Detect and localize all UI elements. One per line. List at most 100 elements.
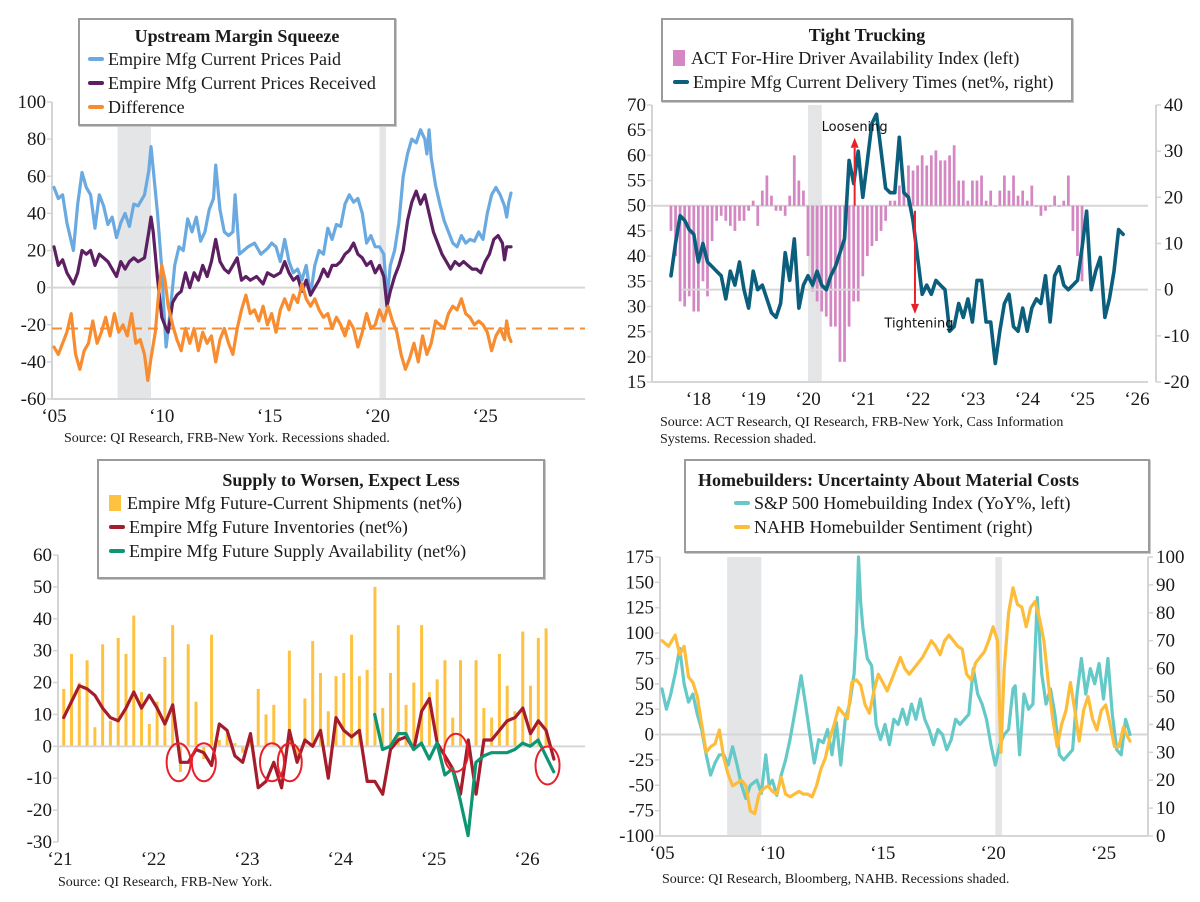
supply-chart-svg: 60 50 40 30 20 10 0 -10 -20 -30‘21 ‘22 ‘23 ‘24 ‘25 ‘26… — [27, 545, 585, 890]
legend-item-prices-paid: Empire Mfg Current Prices Paid — [88, 47, 386, 71]
shipments-bar — [459, 660, 463, 747]
driver-availability-bar — [884, 205, 888, 221]
driver-availability-bar — [715, 205, 719, 221]
driver-availability-bar — [897, 185, 901, 206]
driver-availability-bar — [907, 165, 910, 206]
driver-availability-bar — [966, 200, 970, 206]
trucking-right-y-tick-label: 40 — [1164, 95, 1183, 116]
supply-y-tick-label: -30 — [27, 832, 52, 853]
shipments-bar — [287, 650, 291, 747]
driver-availability-bar — [865, 205, 869, 257]
shipments-bar — [373, 586, 377, 747]
driver-availability-bar — [678, 205, 682, 302]
driver-availability-bar — [1025, 200, 1029, 206]
homebuilders-left-y-tick-label: 75 — [635, 648, 654, 669]
driver-availability-bar — [870, 205, 874, 247]
source-note-line-2: Systems. Recession shaded. — [660, 432, 816, 447]
shipments-bar — [194, 701, 198, 747]
x-tick-label: ‘21 — [47, 849, 72, 870]
x-tick-label: ‘19 — [741, 389, 766, 410]
legend-item-prices-received: Empire Mfg Current Prices Received — [88, 71, 386, 95]
legend-item-supply-availability: Empire Mfg Future Supply Availability (n… — [109, 539, 533, 563]
trucking-left-y-tick-label: 70 — [627, 95, 646, 116]
driver-availability-bar — [724, 205, 728, 221]
shipments-bar — [412, 682, 416, 747]
legend-item-nahb-sentiment: NAHB Homebuilder Sentiment (right) — [698, 515, 1138, 539]
legend-item-inventories: Empire Mfg Future Inventories (net%) — [109, 515, 533, 539]
driver-availability-bar — [733, 205, 737, 231]
driver-availability-bar — [797, 180, 801, 206]
trucking-left-y-tick-label: 40 — [627, 246, 646, 267]
driver-availability-bar — [939, 160, 942, 206]
shipments-bar — [497, 653, 501, 747]
driver-availability-bar — [920, 155, 924, 206]
shipments-bar — [482, 708, 486, 747]
homebuilders-left-y-tick-label: 50 — [635, 674, 654, 695]
shipments-bar — [186, 644, 190, 747]
x-tick-label: ‘25 — [1091, 843, 1116, 864]
trucking-left-y-tick-label: 25 — [627, 322, 646, 343]
homebuilders-left-y-tick-label: 125 — [626, 598, 655, 619]
driver-availability-bar — [1053, 195, 1057, 206]
x-tick-label: ‘25 — [1070, 389, 1095, 410]
driver-availability-bar — [1007, 190, 1011, 206]
trucking-chart-svg: 70 65 60 55 50 45 40 35 30 25 20 15 40 30 20 10 0 -10 -20 L… — [627, 95, 1189, 447]
supply-y-tick-label: 0 — [43, 736, 53, 757]
difference-line — [52, 263, 513, 382]
driver-availability-bar — [1021, 190, 1025, 206]
homebuilders-chart-svg: 1751501251007550250-25-50-75-10010090807… — [619, 547, 1184, 887]
homebuilders-right-y-tick-label: 0 — [1156, 826, 1166, 847]
shipments-bar — [521, 631, 525, 747]
bar-swatch-icon — [673, 50, 685, 66]
homebuilders-right-y-tick-label: 10 — [1156, 798, 1175, 819]
trucking-left-y-tick-label: 65 — [627, 120, 646, 141]
shipments-bar — [381, 708, 385, 747]
driver-availability-bar — [824, 205, 828, 317]
upstream-y-tick-label: 40 — [27, 203, 46, 224]
line-swatch-icon — [88, 105, 104, 109]
shipments-bar — [536, 637, 540, 747]
shipments-bar — [171, 625, 175, 747]
shipments-bar — [529, 685, 533, 747]
driver-availability-bar — [847, 205, 851, 327]
driver-availability-bar — [820, 205, 824, 312]
trucking-left-y-tick-label: 30 — [627, 296, 646, 317]
trucking-left-y-tick-label: 55 — [627, 171, 646, 192]
tightening-arrow-head-icon — [910, 303, 919, 315]
trucking-left-y-tick-label: 45 — [627, 221, 646, 242]
homebuilders-right-y-tick-label: 50 — [1156, 687, 1175, 708]
homebuilders-right-y-tick-label: 60 — [1156, 659, 1175, 680]
upstream-legend: Upstream Margin Squeeze Empire Mfg Curre… — [78, 18, 396, 126]
upstream-title: Upstream Margin Squeeze — [134, 26, 340, 46]
x-tick-label: ‘18 — [686, 389, 711, 410]
x-tick-label: ‘10 — [760, 843, 785, 864]
homebuilders-left-y-tick-label: -100 — [619, 826, 654, 847]
highlight-circle — [259, 742, 286, 783]
homebuilders-left-y-tick-label: 150 — [626, 572, 655, 593]
driver-availability-bar — [792, 155, 796, 206]
homebuilders-left-y-tick-label: 0 — [645, 725, 655, 746]
shipments-bar — [217, 739, 221, 747]
homebuilders-left-y-tick-label: -50 — [629, 775, 654, 796]
x-tick-label: ‘25 — [472, 406, 497, 427]
x-tick-label: ‘23 — [234, 849, 259, 870]
loosening-label: Loosening — [822, 120, 888, 135]
trucking-right-y-tick-label: 30 — [1164, 141, 1183, 162]
x-tick-label: ‘24 — [328, 849, 354, 870]
legend-item-difference: Difference — [88, 95, 386, 119]
shipments-bar — [350, 634, 354, 747]
driver-availability-bar — [687, 205, 691, 297]
chart-homebuilders: 175 150 125 100 75 50 25 0 -25 -50 -75 -100 100 90 80 7… — [600, 451, 1200, 902]
shipments-bar — [77, 682, 81, 747]
driver-availability-bar — [875, 205, 878, 241]
highlight-circle — [276, 742, 303, 783]
shipments-bar — [303, 698, 307, 747]
shipments-bar — [295, 746, 299, 763]
trucking-right-y-tick-label: -20 — [1164, 372, 1189, 393]
prices-paid-line — [52, 128, 513, 349]
driver-availability-bar — [971, 180, 974, 206]
driver-availability-bar — [706, 205, 709, 297]
tightening-label: Tightening — [883, 317, 953, 332]
homebuilders-right-y-tick-label: 80 — [1156, 603, 1175, 624]
x-tick-label: ‘26 — [514, 849, 539, 870]
